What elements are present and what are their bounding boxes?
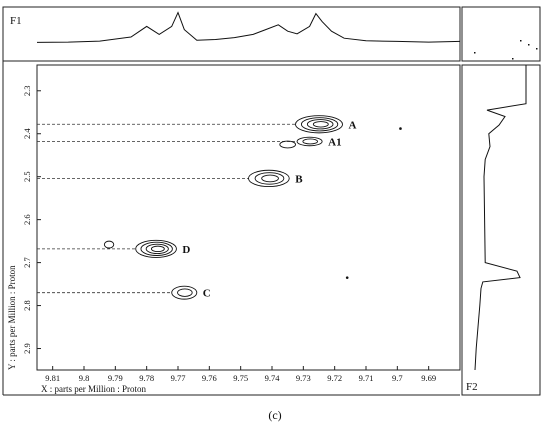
x-tick-label: 9.69 [421,373,436,383]
contour-peak-c: C [171,285,211,300]
guide-lines [37,123,298,294]
x-tick-label: 9.75 [233,373,248,383]
y-tick-label: 2.6 [22,214,32,225]
contour-line [300,117,339,132]
contour-line [248,169,290,188]
peak-label: D [182,244,190,256]
corner-noise [474,40,538,60]
x-tick-label: 9.81 [45,373,60,383]
f1-projection [36,11,461,43]
contour-line [177,288,193,297]
x-tick-label: 9.76 [202,373,217,383]
contour-line [145,243,169,254]
x-axis-title: X : parts per Million : Proton [41,384,146,394]
contour-line [150,245,165,253]
x-tick-label: 9.7 [392,373,403,383]
contour-line [261,174,279,183]
x-tick-label: 9.77 [171,373,186,383]
f2-trace [474,65,527,371]
contour-line [296,136,323,147]
f2-projection [474,65,527,371]
y-tick-label: 2.5 [22,171,32,182]
contour-line [295,115,343,134]
contour-line [306,119,334,130]
contour-peak-d: D [135,239,190,258]
x-tick-label: 9.73 [296,373,311,383]
contour-line [302,138,318,145]
contour-line [103,240,115,249]
contour-line [279,140,296,149]
noise-point [345,276,349,279]
y-tick-label: 2.3 [22,85,32,96]
f1-panel-frame [2,6,461,62]
peak-label: B [295,173,303,185]
contour-line [254,172,285,185]
noise-point [399,127,402,130]
corner-panel-frame [461,6,541,62]
contour-peak [279,140,296,149]
x-tick-label: 9.71 [359,373,374,383]
y-axis-ticks: 2.3 2.4 2.5 2.6 2.7 2.8 2.9 [22,85,41,354]
contour-line [140,241,173,256]
contour-peak-a: A [295,115,357,134]
plot-frame [36,64,461,371]
y-tick-label: 2.7 [22,257,32,268]
f2-label: F2 [466,381,478,393]
peak-label: C [203,288,211,300]
x-tick-label: 9.74 [265,373,281,383]
y-tick-label: 2.4 [22,128,32,139]
contour-line [135,239,177,258]
y-axis-title: Y : parts per Million : Proton [7,265,17,370]
contour-peak [103,240,115,249]
peak-label: A1 [328,136,341,148]
contour-peak-b: B [248,169,303,188]
figure-caption: (c) [268,408,282,422]
y-tick-label: 2.9 [22,343,32,354]
corner-noise-mark [512,58,514,60]
x-tick-label: 9.79 [108,373,123,383]
f2-panel-frame [461,64,541,396]
corner-noise-mark [520,40,522,42]
contour-line [171,285,198,300]
corner-noise-mark [536,48,538,50]
x-tick-label: 9.78 [139,373,154,383]
x-axis-ticks: 9.81 9.8 9.79 9.78 9.77 9.76 9.75 9.74 9.73 9.72 9… [45,366,436,383]
x-tick-label: 9.72 [327,373,342,383]
x-tick-label: 9.8 [79,373,90,383]
peak-label: A [349,119,357,131]
y-tick-label: 2.8 [22,300,32,311]
corner-noise-mark [528,44,530,46]
f1-label: F1 [10,15,22,27]
contour-line [312,121,329,128]
f1-trace [36,11,461,43]
contour-peaks: A A1 B D C [103,115,402,300]
contour-peak-a1: A1 [296,136,342,148]
corner-noise-mark [474,52,476,54]
